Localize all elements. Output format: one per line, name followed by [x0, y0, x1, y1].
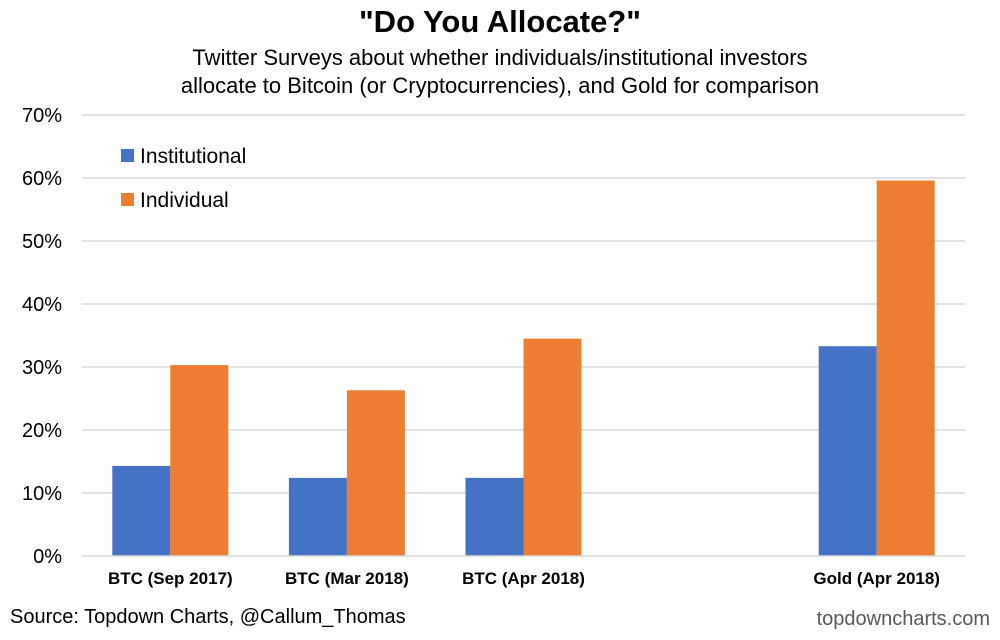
bar-institutional — [288, 477, 347, 556]
y-tick-label: 10% — [22, 483, 62, 505]
y-tick-label: 0% — [33, 546, 62, 568]
subtitle-line-1: Twitter Surveys about whether individual… — [192, 45, 808, 70]
legend-swatch-individual — [121, 193, 134, 206]
bar-individual — [523, 338, 582, 556]
chart-subtitle: Twitter Surveys about whether individual… — [0, 44, 1000, 100]
x-tick-label: Gold (Apr 2018) — [813, 569, 940, 588]
y-tick-label: 50% — [22, 231, 62, 253]
y-tick-label: 70% — [22, 105, 62, 127]
subtitle-line-2: allocate to Bitcoin (or Cryptocurrencies… — [180, 73, 820, 98]
legend-swatch-institutional — [121, 149, 134, 162]
legend-label-individual: Individual — [140, 189, 229, 212]
watermark: topdowncharts.com — [816, 608, 990, 630]
bar-institutional — [112, 465, 171, 556]
x-tick-label: BTC (Sep 2017) — [108, 569, 233, 588]
chart-title: "Do You Allocate?" — [358, 4, 641, 39]
y-tick-label: 60% — [22, 168, 62, 190]
x-tick-label: BTC (Mar 2018) — [285, 569, 409, 588]
y-tick-label: 20% — [22, 420, 62, 442]
bar-institutional — [465, 477, 524, 556]
x-tick-label: BTC (Apr 2018) — [462, 569, 585, 588]
legend-label-institutional: Institutional — [140, 145, 246, 168]
y-tick-label: 30% — [22, 357, 62, 379]
bar-individual — [876, 180, 935, 556]
bar-individual — [346, 390, 405, 556]
bar-institutional — [818, 346, 877, 556]
source-note: Source: Topdown Charts, @Callum_Thomas — [10, 606, 406, 628]
bar-individual — [170, 365, 229, 556]
y-tick-label: 40% — [22, 294, 62, 316]
